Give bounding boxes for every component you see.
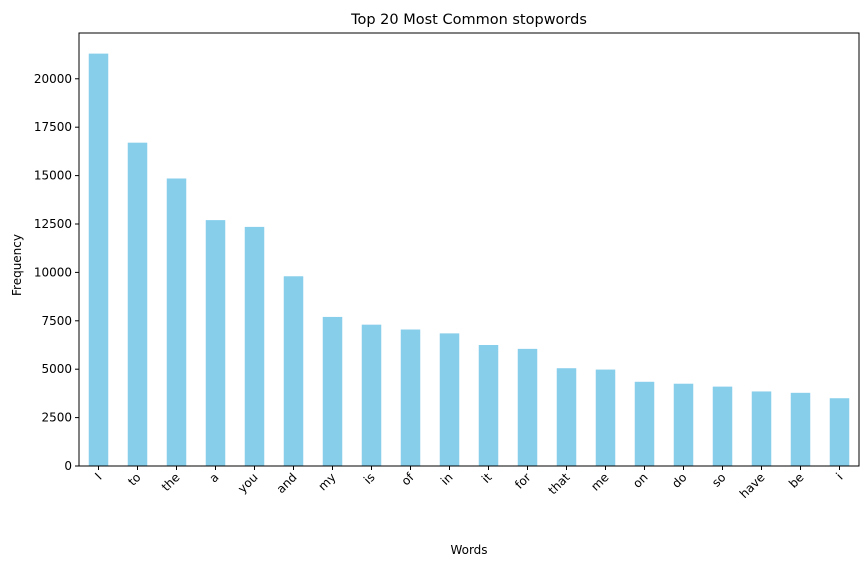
bar-19 bbox=[829, 398, 850, 466]
y-tick-label: 12500 bbox=[34, 217, 72, 231]
bar-0 bbox=[88, 53, 109, 466]
y-tick-label: 17500 bbox=[34, 120, 72, 134]
y-axis-label: Frequency bbox=[10, 234, 24, 296]
bar-1 bbox=[127, 142, 148, 466]
y-tick-label: 2500 bbox=[41, 411, 72, 425]
bar-2 bbox=[166, 178, 187, 466]
bar-13 bbox=[595, 369, 616, 466]
bar-16 bbox=[712, 386, 733, 466]
y-tick-label: 7500 bbox=[41, 314, 72, 328]
bar-8 bbox=[400, 329, 421, 466]
y-tick-label: 10000 bbox=[34, 265, 72, 279]
bar-6 bbox=[322, 316, 343, 466]
bar-17 bbox=[751, 391, 772, 466]
y-axis: 0 2500 5000 7500 10000 12500 15000 17500 20000 bbox=[34, 72, 79, 473]
bar-9 bbox=[439, 333, 460, 466]
y-tick-label: 0 bbox=[64, 459, 72, 473]
y-tick-label: 5000 bbox=[41, 362, 72, 376]
y-tick-label: 20000 bbox=[34, 72, 72, 86]
bar-10 bbox=[478, 344, 499, 466]
bars-group bbox=[88, 53, 850, 466]
bar-5 bbox=[283, 276, 304, 466]
bar-4 bbox=[244, 226, 265, 466]
bar-18 bbox=[790, 392, 811, 466]
x-axis-label: Words bbox=[450, 543, 487, 557]
bar-7 bbox=[361, 324, 382, 466]
bar-11 bbox=[517, 348, 538, 466]
bar-3 bbox=[205, 220, 226, 466]
bar-12 bbox=[556, 368, 577, 466]
bar-15 bbox=[673, 383, 694, 466]
plot-frame bbox=[78, 32, 860, 467]
bar-14 bbox=[634, 381, 655, 466]
y-tick-label: 15000 bbox=[34, 169, 72, 183]
chart-title: Top 20 Most Common stopwords bbox=[350, 12, 587, 28]
